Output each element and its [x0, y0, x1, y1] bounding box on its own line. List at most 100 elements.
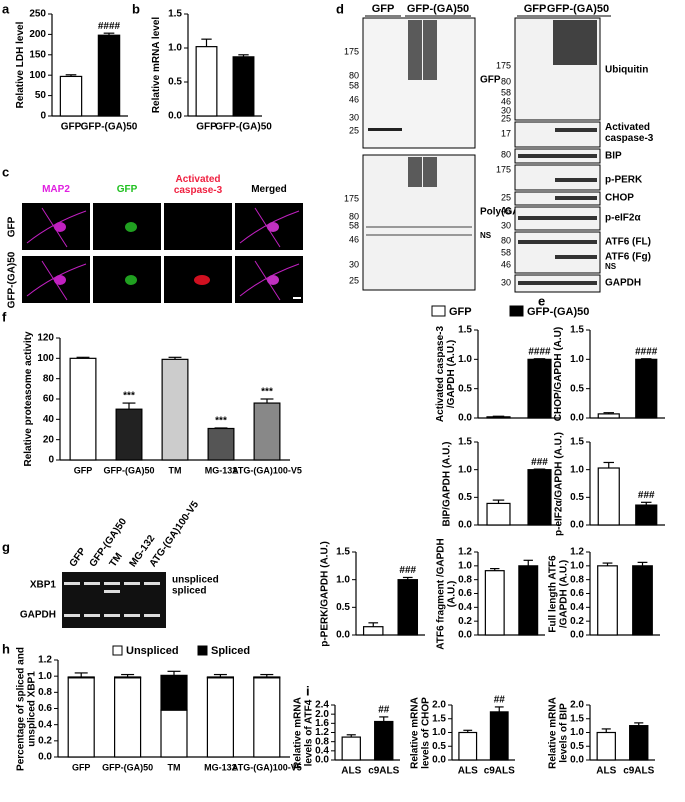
y-tick-label: 0.0 [315, 755, 329, 766]
mw-marker: 46 [501, 205, 511, 215]
blot-label: CHOP [605, 193, 634, 204]
y-tick-label: 1.0 [38, 671, 52, 682]
y-tick-label: 0.0 [570, 755, 584, 766]
panel-letter: i [306, 683, 310, 698]
y-tick-label: 1.0 [458, 560, 472, 571]
bar [484, 570, 505, 636]
bar-segment [160, 709, 188, 758]
x-tick-label: GFP-(GA)50 [102, 762, 153, 772]
bar [489, 711, 509, 761]
mw-marker: 175 [344, 46, 359, 56]
band [518, 281, 597, 285]
y-tick-label: 0.8 [38, 687, 52, 698]
bar [341, 736, 361, 761]
band [555, 255, 597, 259]
y-tick-label: 250 [29, 9, 46, 20]
gel-row-label: XBP1 [30, 580, 57, 591]
y-tick-label: 1.0 [168, 43, 182, 54]
gel-lane-label: GFP [68, 546, 89, 569]
y-tick-label: 0.5 [458, 383, 472, 394]
gel-band-label: unspliced [172, 575, 219, 586]
y-tick-label: 0.0 [458, 413, 472, 424]
gel-band [84, 582, 100, 585]
x-tick-label: TM [168, 762, 181, 772]
y-tick-label: 0 [48, 455, 54, 466]
y-axis-label: Relative LDH level [14, 21, 26, 109]
mw-marker: 80 [501, 149, 511, 159]
blot-label: GAPDH [605, 278, 641, 289]
y-tick-label: 1.2 [38, 655, 52, 666]
blot-label: Poly(GA) [480, 207, 523, 218]
y-tick-label: 1.0 [458, 354, 472, 365]
y-tick-label: 150 [29, 49, 46, 60]
significance: ### [531, 457, 548, 468]
y-tick-label: 0.0 [570, 520, 584, 531]
bar [232, 56, 255, 117]
mw-marker: 58 [349, 80, 359, 90]
x-tick-label: MG-132 [204, 762, 237, 772]
y-tick-label: 1.6 [315, 718, 329, 729]
bar-segment [206, 676, 234, 679]
mw-marker: 30 [349, 259, 359, 269]
y-tick-label: 1.0 [432, 727, 446, 738]
gel [62, 572, 166, 628]
y-tick-label: 0.5 [570, 383, 584, 394]
bar [374, 720, 394, 761]
mw-marker: 46 [349, 94, 359, 104]
mw-marker: 46 [501, 259, 511, 269]
legend-swatch [197, 645, 208, 656]
gel-band [104, 614, 120, 617]
y-tick-label: 0.6 [458, 588, 472, 599]
x-tick-label: GFP [72, 762, 91, 772]
panel-letter: f [2, 309, 7, 324]
mw-marker: 80 [501, 76, 511, 86]
mw-marker: 30 [501, 220, 511, 230]
panel-letter: a [2, 1, 10, 16]
blot-label: Ubiquitin [605, 65, 648, 76]
blot-label: NS [480, 231, 492, 240]
x-tick-label: GFP [196, 122, 217, 133]
legend-label: Unspliced [126, 645, 179, 657]
y-tick-label: 2.0 [315, 709, 329, 720]
y-tick-label: 1.0 [336, 574, 350, 585]
y-tick-label: 0.5 [458, 492, 472, 503]
bar [632, 565, 653, 636]
gel-band-label: spliced [172, 586, 206, 597]
y-tick-label: 100 [29, 70, 46, 81]
mw-marker: 80 [349, 70, 359, 80]
y-axis-label: Relative mRNA levels of ATF4 [292, 696, 314, 769]
mw-marker: 58 [501, 247, 511, 257]
x-tick-label: GFP [74, 465, 93, 475]
significance: ### [638, 490, 655, 501]
smear [553, 20, 597, 65]
y-axis-label: Percentage of spliced and unspliced XBP1 [15, 646, 37, 771]
x-tick-label: GFP-(GA)50 [215, 122, 272, 133]
significance: ### [399, 565, 416, 576]
band [368, 128, 402, 131]
lane-label: GFP-(GA)50 [547, 3, 609, 15]
y-tick-label: 2.0 [570, 700, 584, 711]
y-tick-label: 1.2 [315, 727, 329, 738]
bar [597, 565, 618, 636]
mw-marker: 25 [349, 275, 359, 285]
x-tick-label: ATG-(GA)100-V5 [232, 465, 302, 475]
y-tick-label: 0.0 [458, 520, 472, 531]
cell-body [267, 275, 279, 285]
y-axis-label: ATF6 fragment /GAPDH (A.U.) [435, 537, 457, 650]
cell-body [54, 275, 66, 285]
mw-marker: 25 [501, 113, 511, 123]
x-tick-label: GFP [61, 122, 82, 133]
y-tick-label: 1.5 [570, 437, 584, 448]
y-tick-label: 50 [35, 90, 47, 101]
mw-marker: 175 [344, 193, 359, 203]
y-tick-label: 2.0 [432, 700, 446, 711]
y-tick-label: 0.6 [38, 703, 52, 714]
y-tick-label: 0.2 [458, 616, 472, 627]
smear [423, 20, 437, 80]
bar [635, 504, 658, 526]
legend-label: GFP [449, 306, 472, 318]
blot-label: p-eIF2α [605, 213, 641, 224]
cell-body [54, 222, 66, 232]
gel-band [64, 614, 80, 617]
